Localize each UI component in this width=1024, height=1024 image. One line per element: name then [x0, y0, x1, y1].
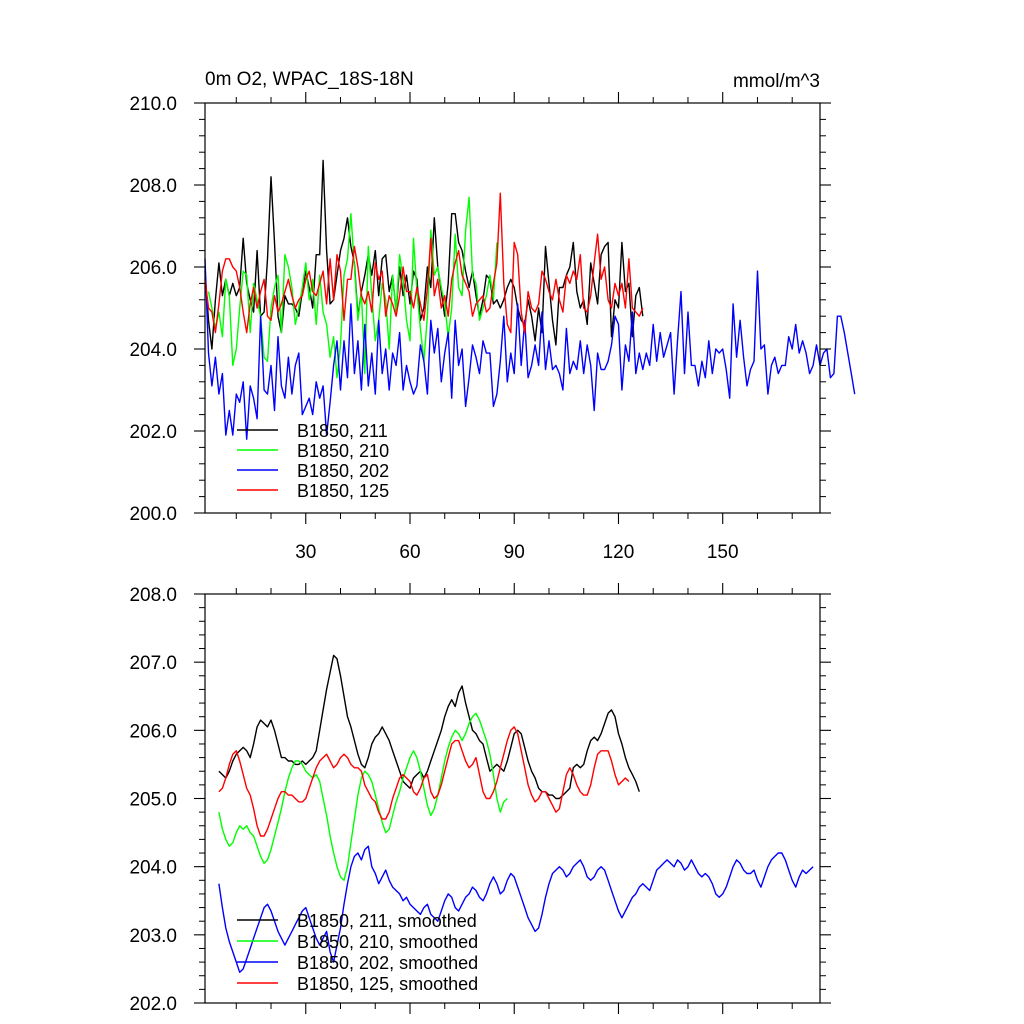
legend-label-4: B1850, 125: [297, 481, 389, 501]
y-tick-label: 203.0: [129, 926, 177, 947]
y-tick-label: 202.0: [129, 422, 177, 443]
y-tick-label: 206.0: [129, 721, 177, 742]
series-line-3: [204, 258, 856, 440]
x-tick-label: 150: [707, 542, 739, 563]
series-line-1: [218, 654, 640, 800]
y-tick-label: 206.0: [129, 258, 177, 279]
top-panel-series: [204, 159, 856, 440]
series-line-4: [204, 192, 644, 334]
legend-label-2: B1850, 210: [297, 441, 389, 461]
y-tick-label: 210.0: [129, 94, 177, 115]
top-panel-axes: 30 60 90 120 150 200.0 202.0 204.0 206.0 208.0 210…: [129, 92, 831, 563]
legend-label-2: B1850, 210, smoothed: [297, 932, 478, 952]
x-tick-label: 120: [603, 542, 635, 563]
series-line-3: [218, 845, 814, 973]
y-tick-label: 204.0: [129, 340, 177, 361]
legend-label-1: B1850, 211, smoothed: [297, 911, 477, 931]
y-tick-label: 207.0: [129, 653, 177, 674]
legend-label-1: B1850, 211: [297, 421, 388, 441]
series-line-1: [204, 159, 644, 350]
series-line-2: [207, 196, 498, 379]
x-tick-label: 90: [504, 542, 525, 563]
y-tick-label: 204.0: [129, 858, 177, 879]
y-tick-label: 200.0: [129, 504, 177, 525]
bottom-panel-series: [218, 654, 814, 973]
top-panel-units: mmol/m^3: [733, 71, 820, 92]
y-tick-label: 208.0: [129, 176, 177, 197]
legend-label-4: B1850, 125, smoothed: [297, 974, 478, 994]
y-tick-label: 205.0: [129, 790, 177, 811]
bottom-panel-axes: 202.0 203.0 204.0 205.0 206.0 207.0 208.0: [129, 583, 831, 1015]
series-line-2: [218, 712, 508, 881]
x-tick-label: 30: [295, 542, 316, 563]
plot-frame: [204, 102, 821, 514]
x-tick-label: 60: [399, 542, 420, 563]
y-tick-label: 202.0: [129, 994, 177, 1015]
top-panel: 0m O2, WPAC_18S-18N mmol/m^3 30 60 90 120 15…: [129, 69, 856, 563]
series-line-4: [218, 726, 630, 837]
bottom-panel: 202.0 203.0 204.0 205.0 206.0 207.0 208.0 B185…: [129, 583, 831, 1015]
y-tick-label: 208.0: [129, 585, 177, 606]
legend-label-3: B1850, 202: [297, 461, 389, 481]
legend-label-3: B1850, 202, smoothed: [297, 953, 478, 973]
top-panel-title: 0m O2, WPAC_18S-18N: [205, 69, 414, 90]
